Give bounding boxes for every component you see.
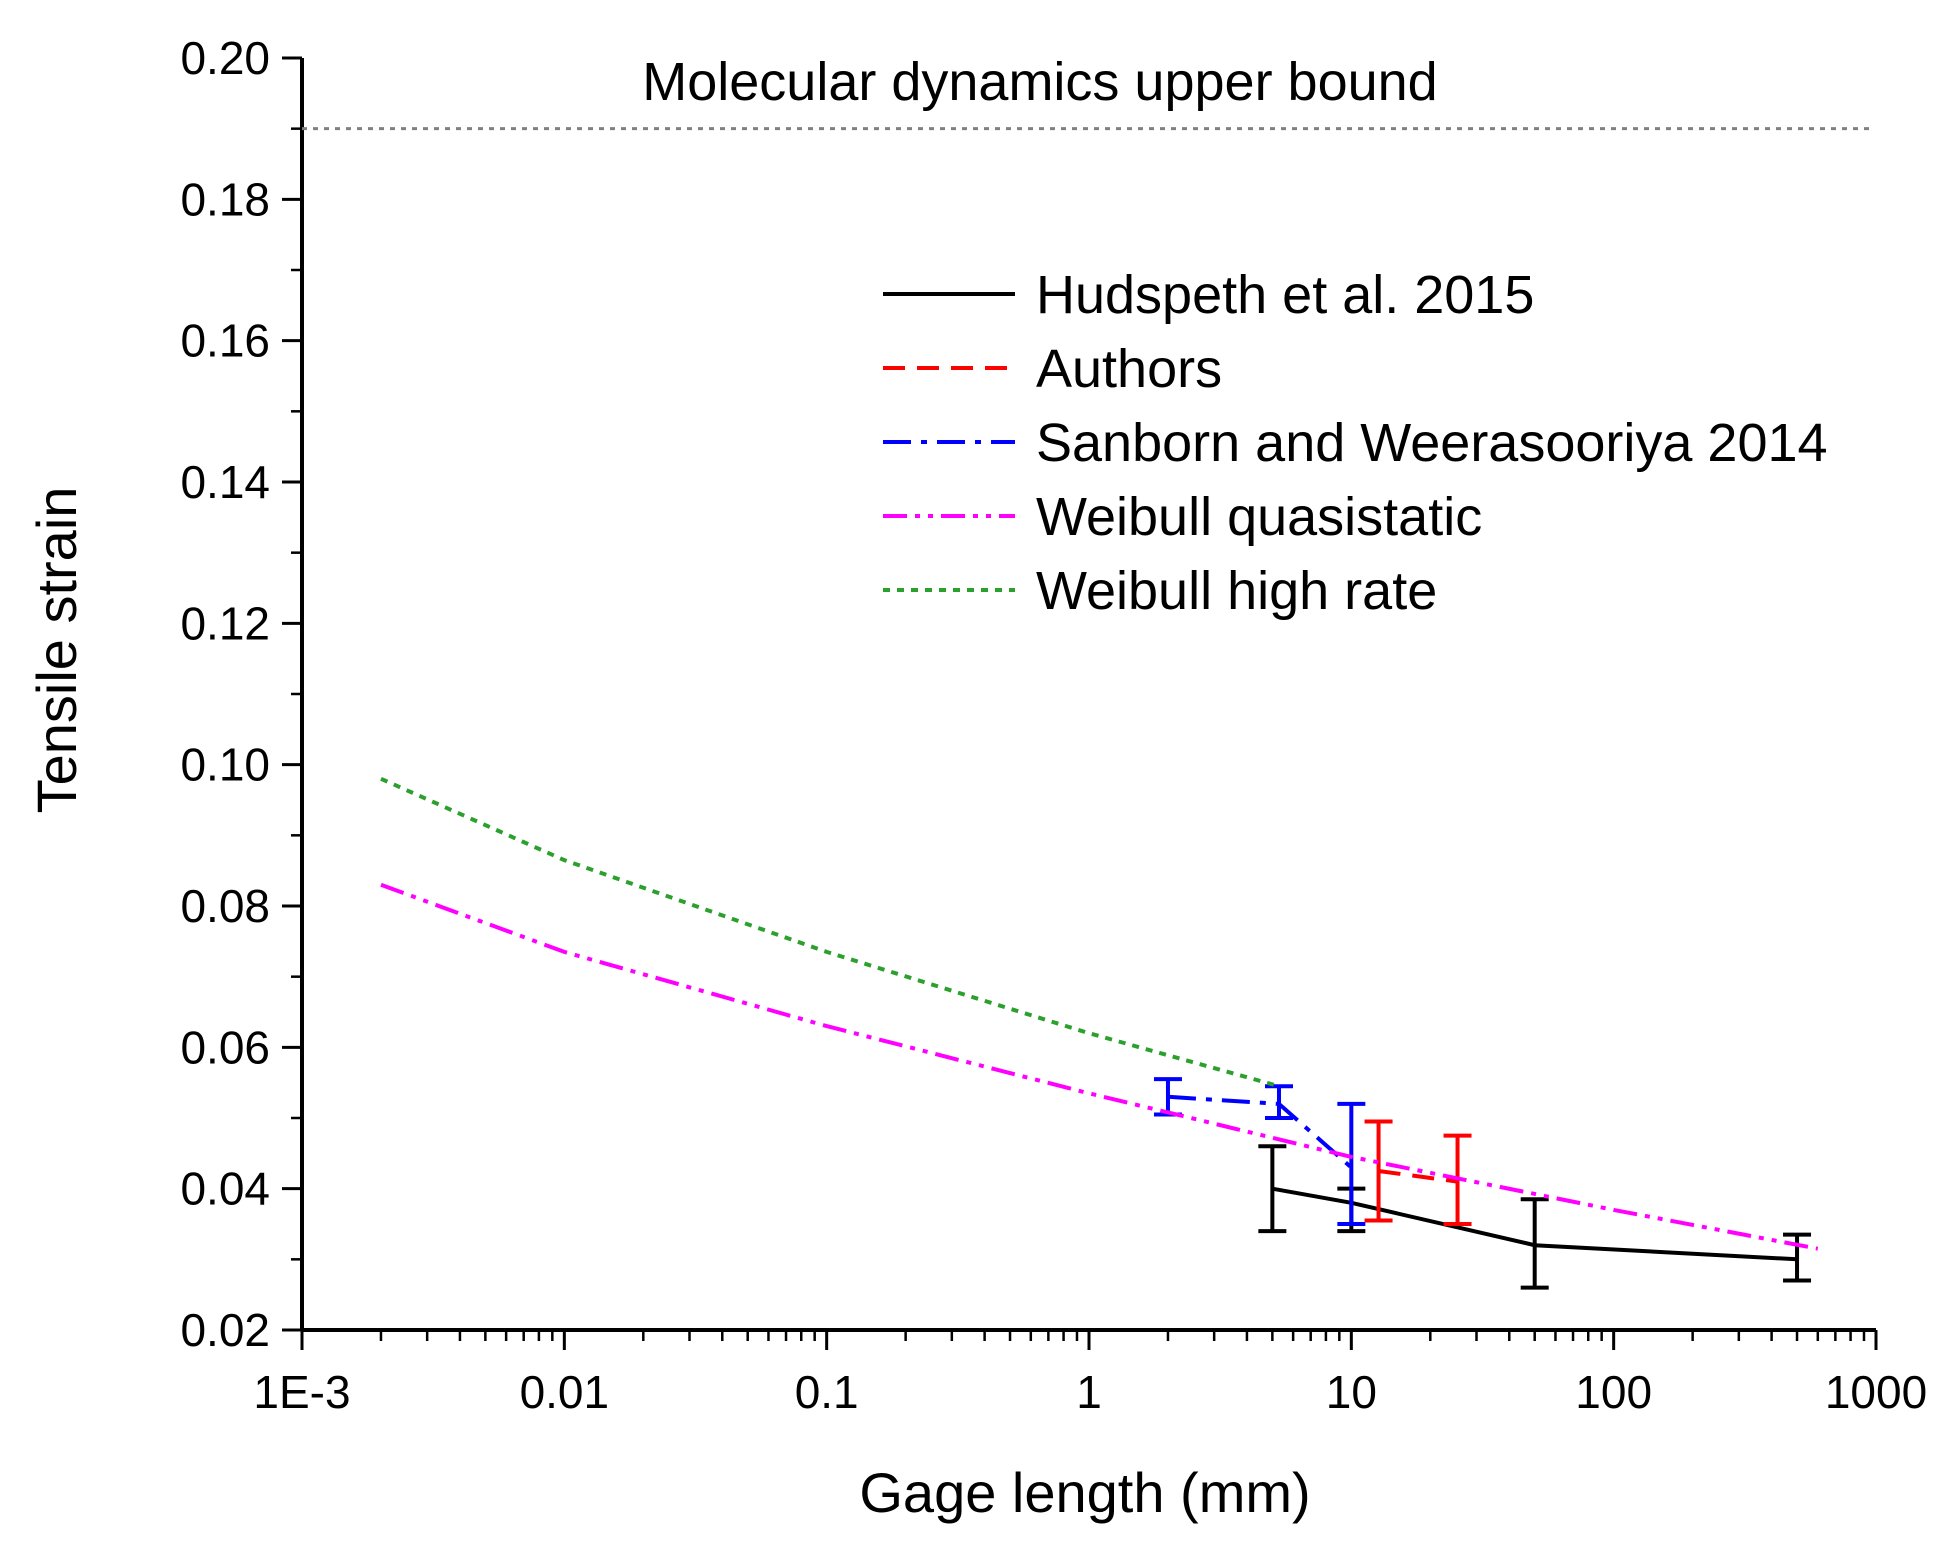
x-tick-label: 1000 [1825, 1366, 1927, 1418]
error-bar-sanborn-and-weerasooriya-2014 [1265, 1084, 1294, 1120]
legend: Hudspeth et al. 2015 Authors Sanborn and W… [883, 265, 1828, 621]
error-bar-hudspeth-et-al-2015 [1783, 1232, 1812, 1283]
x-tick-label: 0.01 [520, 1366, 610, 1418]
legend-label-hudspeth-et-al-2015: Hudspeth et al. 2015 [1036, 265, 1534, 325]
error-bar-authors [1364, 1119, 1393, 1223]
reference-line-label: Molecular dynamics upper bound [642, 52, 1437, 112]
legend-label-weibull-quasistatic: Weibull quasistatic [1036, 487, 1482, 547]
legend-label-sanborn-and-weerasooriya-2014: Sanborn and Weerasooriya 2014 [1036, 413, 1828, 473]
series-line-sanborn-and-weerasooriya-2014 [1167, 1094, 1353, 1170]
y-tick-label: 0.14 [180, 456, 270, 508]
x-tick-label: 1 [1076, 1366, 1102, 1418]
y-tick-label: 0.06 [180, 1021, 270, 1073]
y-tick-label: 0.10 [180, 739, 270, 791]
y-axis-label: Tensile strain [25, 487, 88, 814]
x-tick-label: 0.1 [795, 1366, 859, 1418]
y-tick-label: 0.12 [180, 597, 270, 649]
series-line-weibull-high-rate [380, 776, 1280, 1089]
ticks: 1E-3 0.01 0.1 1 10 100 1000 0.02 0.04 0.06 0.08 0.1… [180, 32, 1927, 1418]
y-tick-label: 0.02 [180, 1304, 270, 1356]
x-tick-label: 1E-3 [253, 1366, 350, 1418]
x-axis-label: Gage length (mm) [859, 1461, 1310, 1524]
series-line-hudspeth-et-al-2015 [1272, 1186, 1798, 1262]
plot-area [380, 776, 1819, 1290]
legend-label-weibull-high-rate: Weibull high rate [1036, 561, 1437, 621]
y-tick-label: 0.18 [180, 173, 270, 225]
error-bar-sanborn-and-weerasooriya-2014 [1337, 1101, 1366, 1226]
x-tick-label: 100 [1575, 1366, 1652, 1418]
legend-label-authors: Authors [1036, 339, 1222, 399]
y-tick-label: 0.04 [180, 1163, 270, 1215]
series-line-authors [1378, 1169, 1458, 1184]
y-tick-label: 0.16 [180, 315, 270, 367]
x-tick-label: 10 [1326, 1366, 1377, 1418]
error-bar-hudspeth-et-al-2015 [1258, 1144, 1287, 1234]
y-tick-label: 0.20 [180, 32, 270, 84]
y-tick-label: 0.08 [180, 880, 270, 932]
error-bar-hudspeth-et-al-2015 [1520, 1197, 1549, 1290]
series-line-weibull-quasistatic [380, 882, 1819, 1251]
axes [300, 58, 1876, 1332]
